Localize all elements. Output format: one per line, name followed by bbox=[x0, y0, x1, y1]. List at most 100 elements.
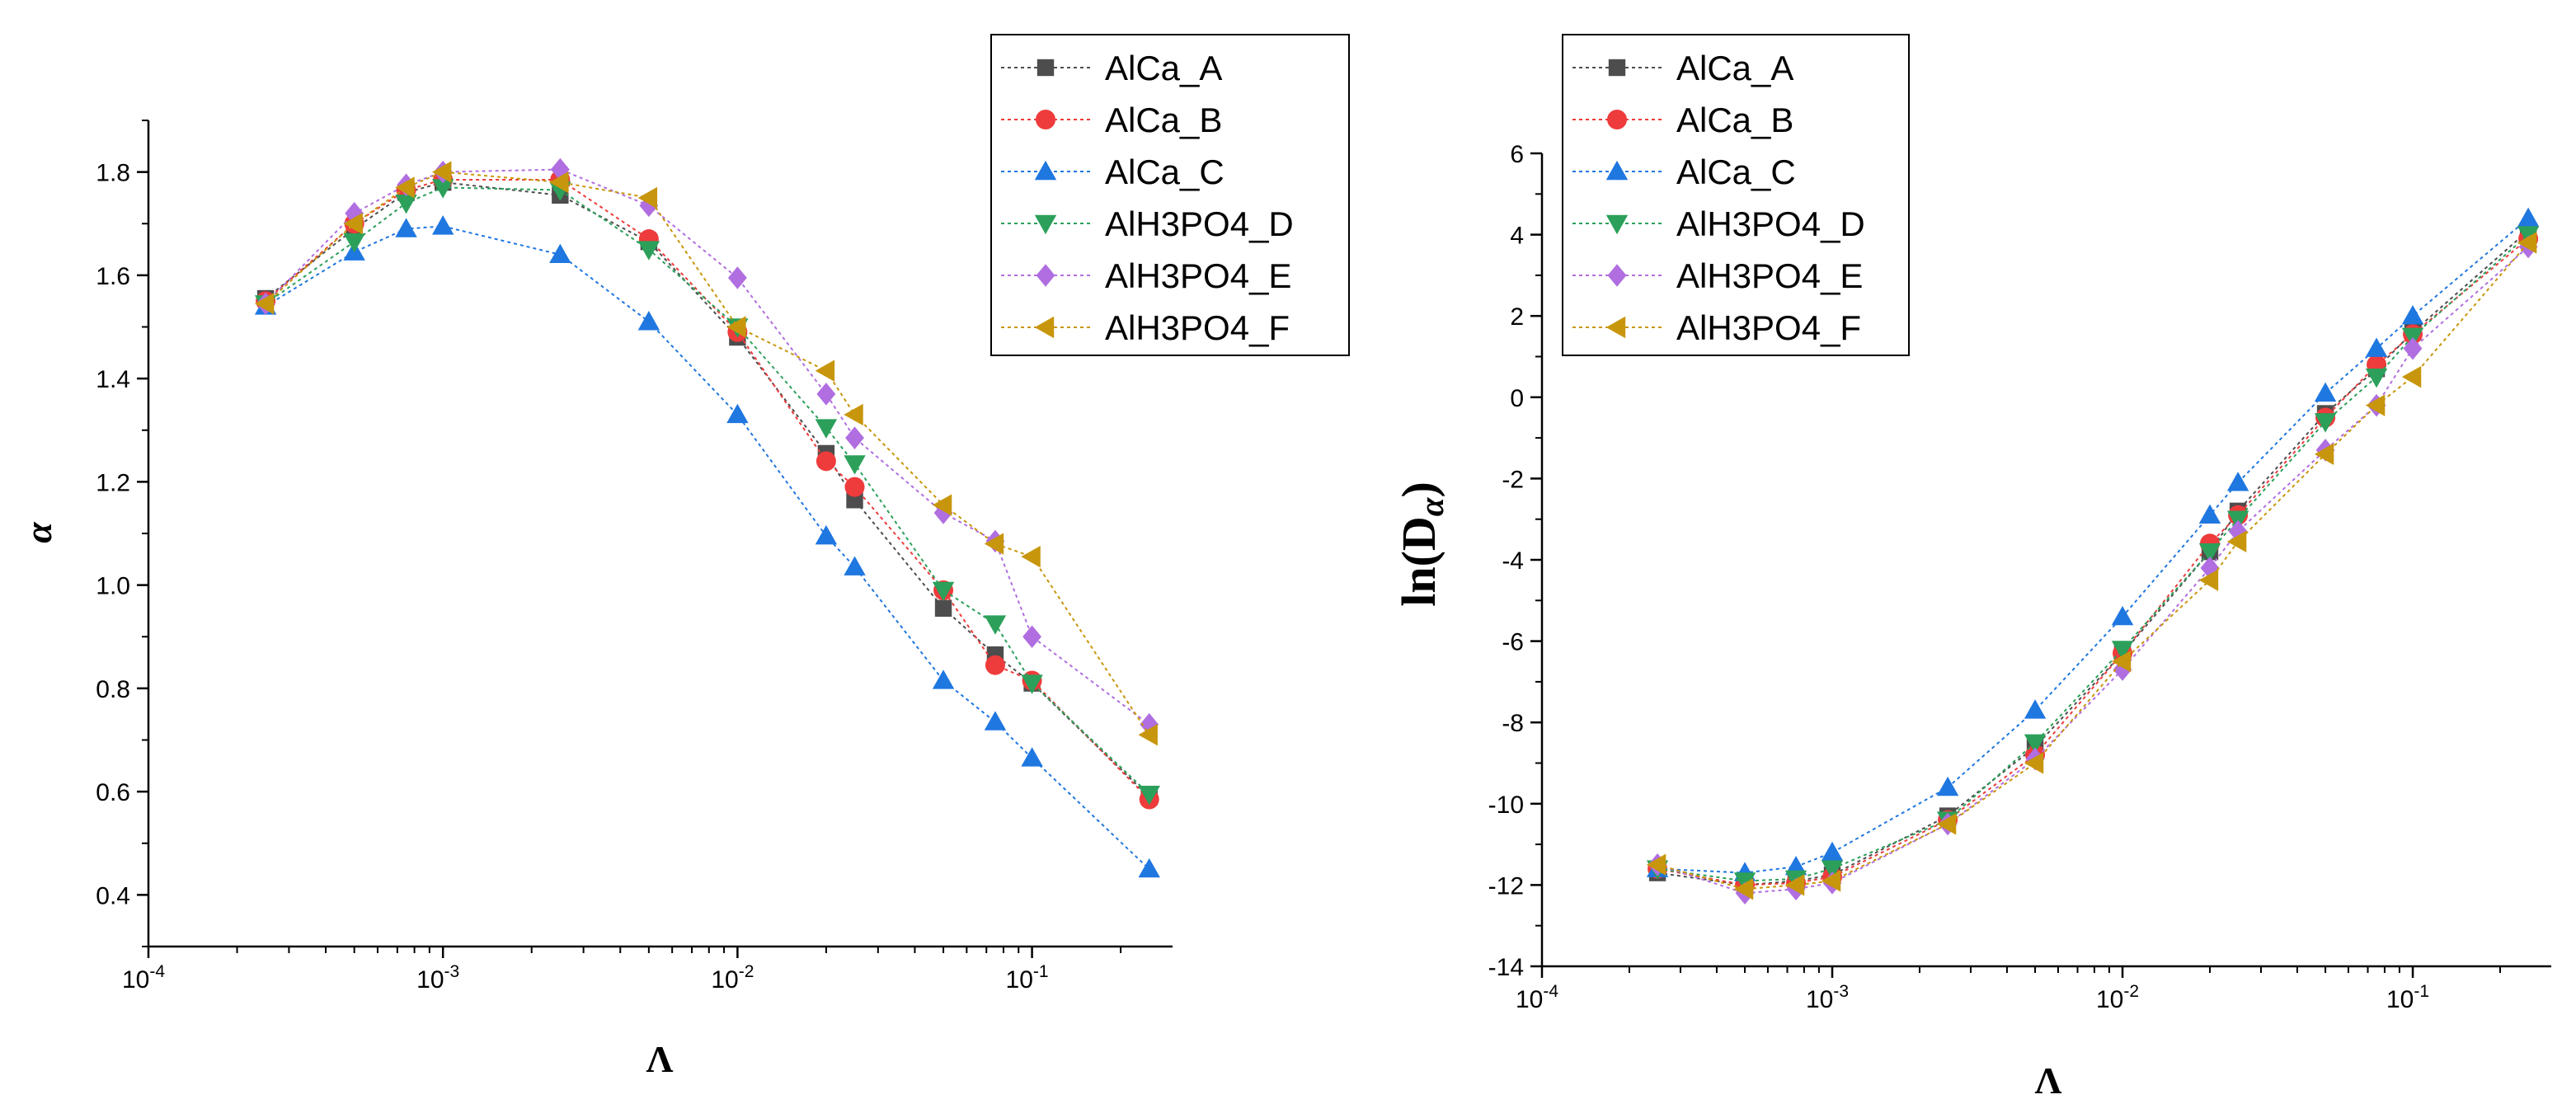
data-point bbox=[1936, 776, 1959, 796]
legend-entry: AlH3PO4_E bbox=[1001, 256, 1291, 295]
y-tick-label: 6 bbox=[1510, 141, 1524, 168]
x-tick-label: 10-2 bbox=[2096, 982, 2139, 1013]
data-point bbox=[1138, 786, 1160, 806]
legend-label: AlCa_B bbox=[1105, 101, 1222, 139]
legend-entry: AlCa_A bbox=[1001, 49, 1222, 87]
series-AlCa_C bbox=[254, 215, 1160, 878]
legend-marker bbox=[1605, 214, 1629, 235]
legend-entry: AlH3PO4_F bbox=[1572, 308, 1861, 347]
x-tick-base: 10 bbox=[711, 966, 738, 994]
y-tick-label: 4 bbox=[1510, 223, 1524, 250]
data-point bbox=[549, 243, 571, 264]
legend: AlCa_A AlCa_B AlCa_C AlH3PO4_D AlH3PO4_E AlH3… bbox=[1562, 34, 1910, 356]
y-tick-label: 2 bbox=[1510, 303, 1524, 331]
data-point bbox=[815, 524, 838, 545]
x-tick-exponent: -2 bbox=[2123, 982, 2139, 1001]
data-point bbox=[2024, 734, 2047, 754]
x-tick-base: 10 bbox=[2096, 986, 2123, 1013]
legend-marker bbox=[1037, 59, 1055, 77]
chart-alpha: 0.40.60.81.01.21.41.61.810-4 10-3 10-2 10-1… bbox=[17, 34, 1350, 1080]
legend-label: AlCa_C bbox=[1676, 153, 1796, 191]
legend-marker bbox=[1607, 264, 1627, 287]
data-point bbox=[845, 426, 864, 449]
data-point bbox=[2113, 658, 2132, 681]
legend-entry: AlCa_B bbox=[1001, 101, 1222, 139]
data-point bbox=[2198, 569, 2219, 591]
data-point bbox=[844, 556, 866, 575]
data-point bbox=[2401, 365, 2422, 388]
data-point bbox=[726, 403, 749, 424]
legend: AlCa_A AlCa_B AlCa_C AlH3PO4_D AlH3PO4_E AlH3… bbox=[990, 34, 1350, 356]
data-point bbox=[2111, 641, 2134, 660]
data-point bbox=[844, 403, 863, 426]
data-point bbox=[1021, 545, 1041, 568]
x-tick-exponent: -4 bbox=[149, 962, 165, 981]
y-tick-label: 1.8 bbox=[96, 160, 130, 187]
x-tick-base: 10 bbox=[1006, 966, 1033, 994]
legend-entry: AlH3PO4_D bbox=[1001, 204, 1294, 243]
data-point bbox=[2403, 336, 2423, 360]
data-point bbox=[1821, 860, 1844, 880]
data-point bbox=[816, 383, 836, 406]
data-point bbox=[2111, 605, 2134, 626]
legend-entry: AlCa_A bbox=[1572, 49, 1793, 87]
y-tick-label: -6 bbox=[1502, 629, 1524, 656]
legend-label: AlH3PO4_E bbox=[1105, 256, 1291, 295]
y-tick-label: -4 bbox=[1502, 547, 1524, 575]
data-point bbox=[2365, 337, 2388, 357]
x-tick-base: 10 bbox=[1516, 986, 1543, 1013]
x-tick-label: 10-4 bbox=[1516, 982, 1558, 1013]
data-point bbox=[2111, 651, 2132, 673]
data-point bbox=[1821, 841, 1844, 862]
legend-label: AlCa_C bbox=[1105, 153, 1225, 191]
x-tick-base: 10 bbox=[2386, 986, 2414, 1013]
data-point bbox=[395, 218, 417, 237]
data-point bbox=[637, 186, 658, 209]
data-point bbox=[2228, 519, 2248, 543]
data-point bbox=[2226, 530, 2247, 553]
data-point bbox=[1022, 625, 1041, 649]
data-point bbox=[985, 655, 1005, 675]
legend-marker bbox=[1034, 316, 1055, 339]
data-point bbox=[343, 213, 363, 235]
data-point bbox=[2517, 207, 2540, 228]
y-tick-label: -2 bbox=[1502, 466, 1524, 493]
series-AlH3PO4_F bbox=[1646, 232, 2537, 900]
data-point bbox=[2024, 752, 2044, 774]
legend-label: AlCa_A bbox=[1105, 49, 1222, 87]
data-point bbox=[1821, 870, 1841, 892]
data-point bbox=[2024, 699, 2047, 719]
data-point bbox=[2226, 472, 2249, 491]
data-point bbox=[2365, 394, 2386, 416]
data-point bbox=[815, 419, 838, 439]
legend-marker bbox=[1605, 160, 1629, 181]
data-point bbox=[1138, 724, 1158, 746]
legend-label: AlCa_A bbox=[1676, 49, 1793, 87]
data-point bbox=[549, 171, 569, 194]
x-tick-exponent: -4 bbox=[1543, 982, 1558, 1001]
x-tick-label: 10-4 bbox=[122, 962, 165, 994]
y-tick-label: 0 bbox=[1510, 385, 1524, 412]
legend-label: AlH3PO4_D bbox=[1676, 204, 1865, 243]
legend-label: AlH3PO4_E bbox=[1676, 256, 1863, 295]
data-point bbox=[637, 241, 660, 261]
legend-marker bbox=[1034, 214, 1057, 235]
y-tick-label: -12 bbox=[1488, 872, 1524, 900]
data-point bbox=[844, 477, 865, 497]
y-tick-label: 1.0 bbox=[96, 573, 130, 600]
data-point bbox=[1733, 878, 1754, 900]
legend-marker bbox=[1608, 59, 1626, 77]
x-tick-base: 10 bbox=[1806, 986, 1833, 1013]
data-point bbox=[1936, 813, 1957, 835]
data-point bbox=[1021, 747, 1043, 767]
x-axis-title: Λ bbox=[2035, 1059, 2062, 1102]
data-point bbox=[1138, 857, 1160, 878]
legend-entry: AlH3PO4_D bbox=[1572, 204, 1865, 243]
data-point bbox=[431, 179, 454, 199]
data-point bbox=[932, 494, 952, 516]
x-axis-title: Λ bbox=[646, 1038, 674, 1080]
x-tick-label: 10-1 bbox=[2386, 982, 2429, 1013]
data-point bbox=[550, 157, 570, 181]
y-axis-title-text: ln(D bbox=[1392, 516, 1445, 607]
legend-label: AlH3PO4_F bbox=[1105, 308, 1290, 347]
